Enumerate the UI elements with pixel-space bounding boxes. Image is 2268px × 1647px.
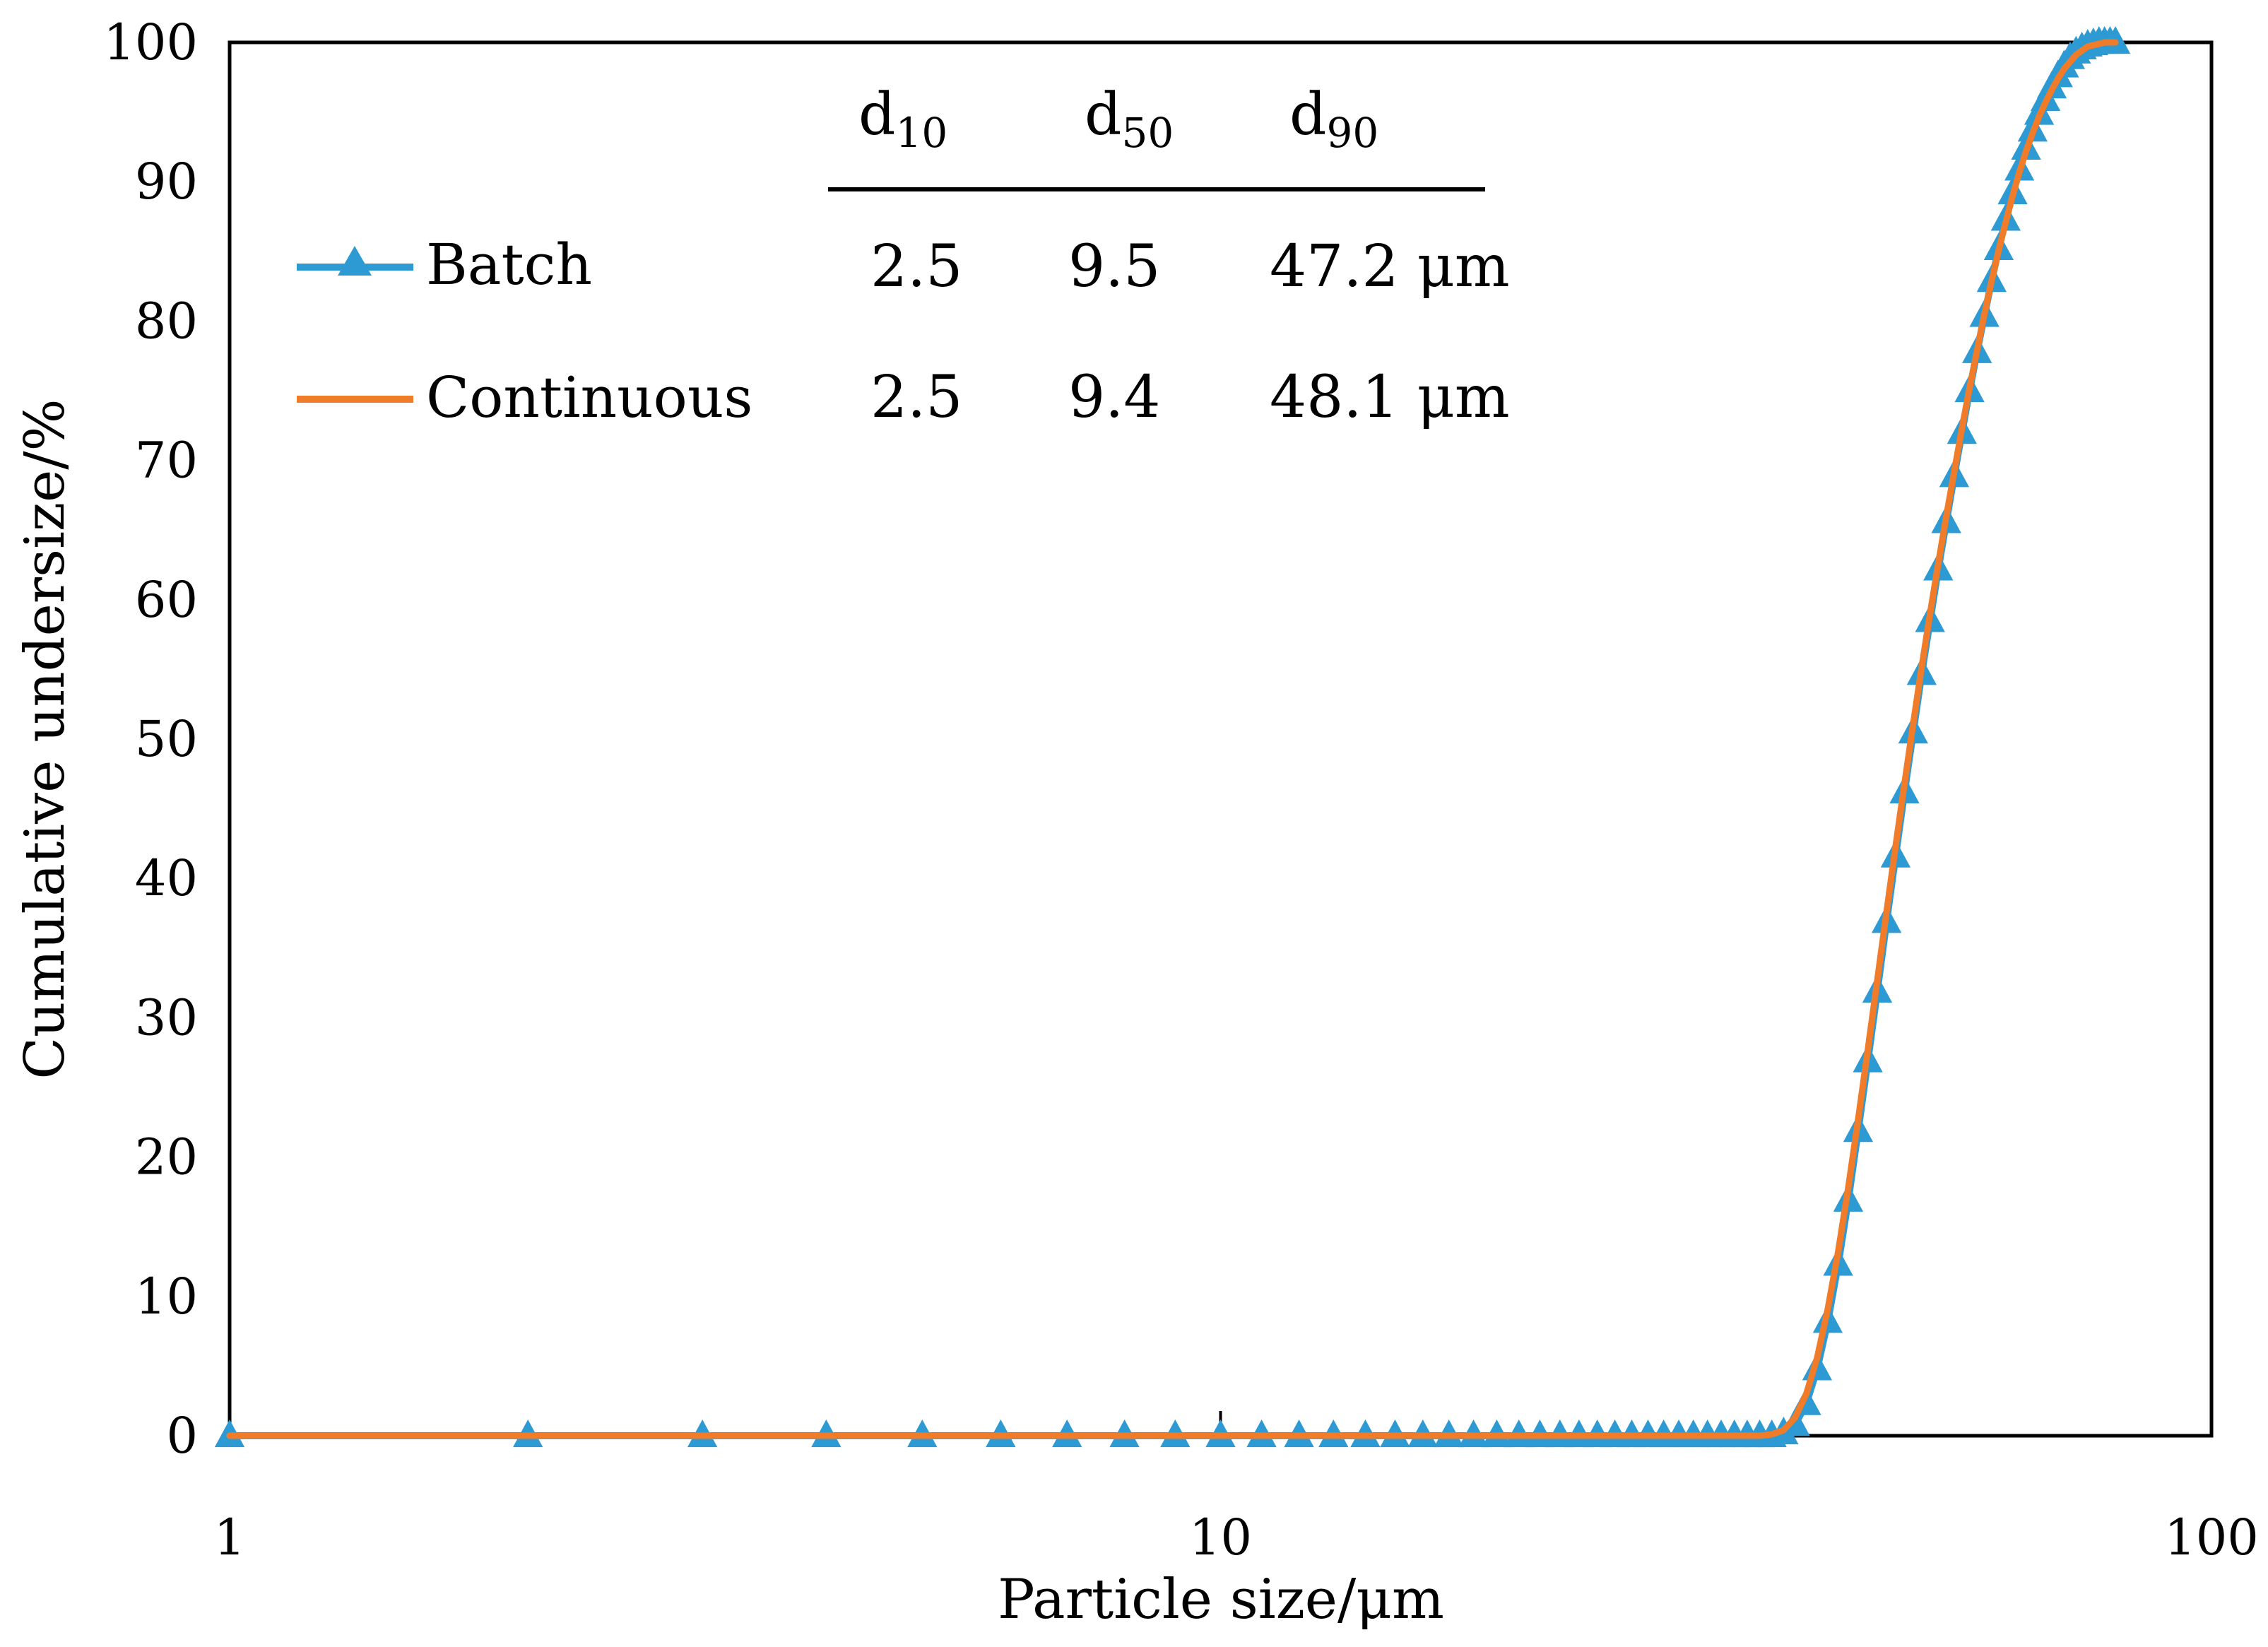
stats-continuous-d50: 9.4: [1068, 364, 1160, 431]
legend: Batch Continuous: [297, 232, 752, 430]
stats-batch-d90: 47.2 μm: [1270, 233, 1510, 300]
y-tick-label: 40: [135, 849, 198, 907]
stats-batch-d10: 2.5: [870, 233, 962, 300]
x-axis-ticks: 1 10 100: [214, 1411, 2259, 1566]
y-tick-label: 20: [135, 1128, 198, 1186]
stats-continuous-d10: 2.5: [870, 364, 962, 431]
legend-swatch-batch-marker: [338, 246, 372, 276]
series-continuous: [226, 39, 2119, 1439]
stats-header-d90: d90: [1289, 81, 1378, 157]
stats-header-d10: d10: [858, 81, 947, 157]
stats-continuous-d90: 48.1 μm: [1270, 364, 1510, 431]
series-line-continuous: [226, 39, 2119, 1439]
y-axis-title: Cumulative undersize/%: [13, 399, 77, 1079]
legend-item-batch: Batch: [297, 232, 592, 297]
x-tick-label: 10: [1189, 1509, 1252, 1566]
x-axis-title: Particle size/μm: [998, 1568, 1444, 1631]
y-tick-label: 90: [135, 153, 198, 211]
y-tick-label: 50: [135, 710, 198, 768]
y-axis-ticks: 0 10 20 30 40 50 60 70 80 90 100: [103, 13, 198, 1465]
x-tick-label: 1: [214, 1509, 246, 1566]
y-tick-label: 80: [135, 292, 198, 350]
y-tick-label: 70: [135, 432, 198, 490]
stats-table: d10 d50 d90 2.5 9.5 47.2 μm 2.5 9.4 48.1…: [828, 81, 1510, 431]
stats-header-d50: d50: [1085, 81, 1174, 157]
legend-label-continuous: Continuous: [426, 365, 752, 430]
series-layer: [214, 26, 2131, 1448]
stats-batch-d50: 9.5: [1068, 233, 1160, 300]
legend-item-continuous: Continuous: [297, 365, 752, 430]
x-tick-label: 100: [2164, 1509, 2259, 1566]
legend-label-batch: Batch: [426, 232, 592, 297]
y-tick-label: 60: [135, 571, 198, 629]
y-tick-label: 100: [103, 13, 198, 71]
y-tick-label: 30: [135, 988, 198, 1046]
y-tick-label: 10: [135, 1268, 198, 1326]
y-tick-label: 0: [166, 1407, 198, 1465]
